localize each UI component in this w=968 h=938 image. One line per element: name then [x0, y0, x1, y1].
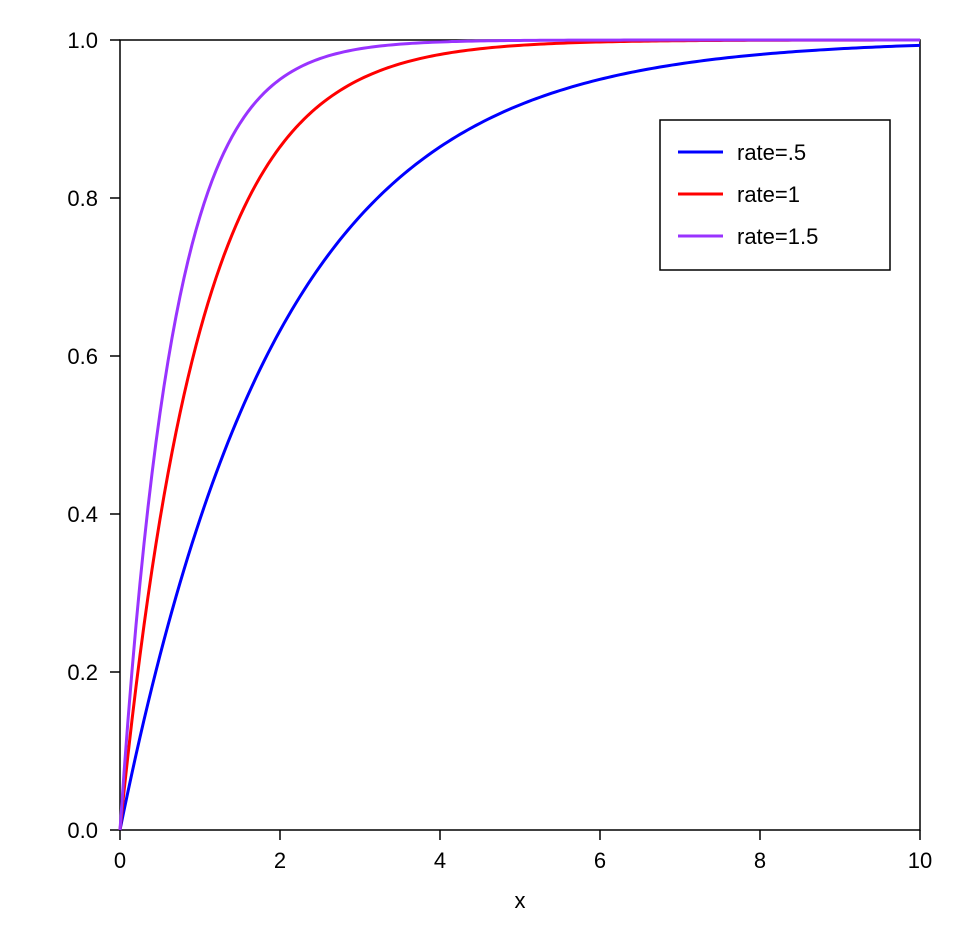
y-tick-label: 1.0 — [67, 28, 98, 53]
x-tick-label: 8 — [754, 848, 766, 873]
x-tick-label: 4 — [434, 848, 446, 873]
legend-label-0: rate=.5 — [737, 140, 806, 165]
x-tick-label: 2 — [274, 848, 286, 873]
y-tick-label: 0.8 — [67, 186, 98, 211]
legend-label-1: rate=1 — [737, 182, 800, 207]
x-axis-title: x — [515, 888, 526, 913]
y-tick-label: 0.4 — [67, 502, 98, 527]
x-tick-label: 0 — [114, 848, 126, 873]
y-tick-label: 0.0 — [67, 818, 98, 843]
line-chart: 0 2 4 6 8 10 0.0 0.2 0.4 0.6 0.8 1.0 x rate=.5 rate=1 r… — [0, 0, 968, 938]
y-tick-label: 0.2 — [67, 660, 98, 685]
y-tick-label: 0.6 — [67, 344, 98, 369]
legend-label-2: rate=1.5 — [737, 224, 818, 249]
x-tick-label: 6 — [594, 848, 606, 873]
chart-container: 0 2 4 6 8 10 0.0 0.2 0.4 0.6 0.8 1.0 x rate=.5 rate=1 r… — [0, 0, 968, 938]
x-tick-label: 10 — [908, 848, 932, 873]
